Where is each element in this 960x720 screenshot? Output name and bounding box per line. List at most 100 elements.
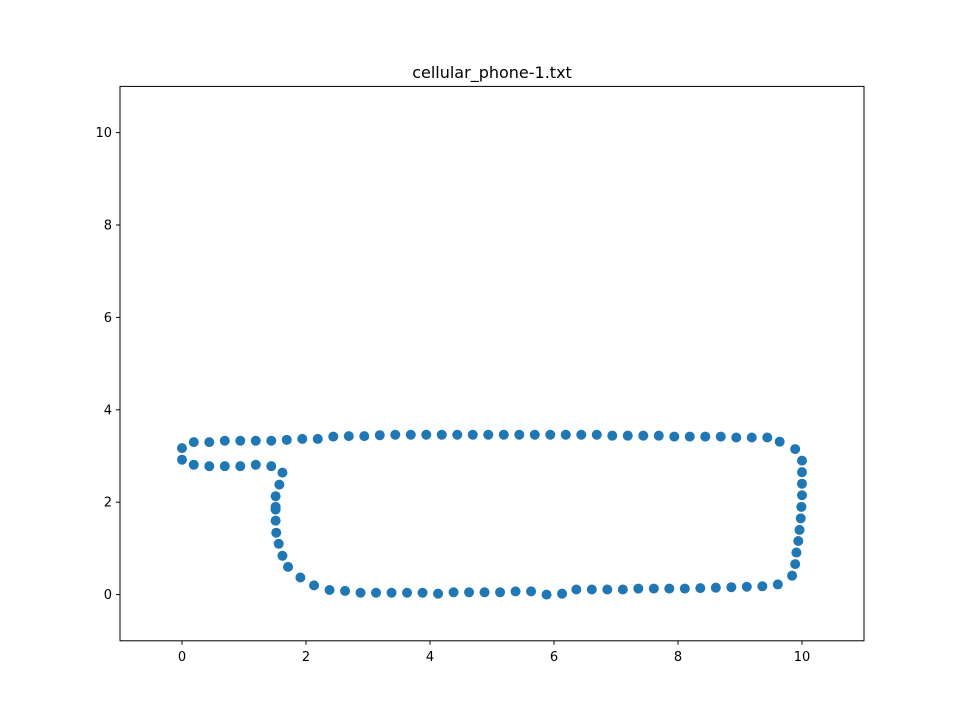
data-point bbox=[664, 583, 675, 594]
data-point bbox=[421, 429, 432, 440]
data-point bbox=[762, 432, 773, 443]
data-point bbox=[283, 561, 294, 572]
data-point bbox=[746, 432, 757, 443]
y-tick-label: 10 bbox=[95, 126, 112, 141]
data-point bbox=[602, 584, 613, 595]
data-point bbox=[433, 588, 444, 599]
data-point bbox=[757, 581, 768, 592]
data-point bbox=[270, 491, 281, 502]
data-point bbox=[695, 583, 706, 594]
data-point bbox=[204, 461, 215, 472]
data-point bbox=[436, 429, 447, 440]
data-point bbox=[270, 515, 281, 526]
data-point bbox=[715, 431, 726, 442]
data-point bbox=[731, 432, 742, 443]
data-point bbox=[726, 582, 737, 593]
data-point bbox=[571, 584, 582, 595]
data-point bbox=[177, 443, 187, 454]
data-point bbox=[653, 430, 664, 441]
data-point bbox=[371, 587, 382, 598]
data-point bbox=[464, 587, 475, 598]
data-point bbox=[374, 430, 385, 441]
data-point bbox=[790, 559, 801, 570]
data-point bbox=[417, 587, 428, 598]
data-point bbox=[390, 429, 401, 440]
y-tick-label: 8 bbox=[104, 219, 112, 234]
data-point bbox=[514, 429, 525, 440]
data-point bbox=[510, 586, 521, 597]
data-point bbox=[607, 430, 618, 441]
data-point bbox=[188, 459, 199, 470]
data-point bbox=[386, 587, 397, 598]
data-point bbox=[648, 583, 659, 594]
data-point bbox=[591, 429, 602, 440]
y-tick-label: 0 bbox=[104, 588, 112, 603]
data-point bbox=[281, 434, 292, 445]
x-tick-label: 8 bbox=[674, 650, 682, 665]
x-tick-label: 10 bbox=[794, 650, 811, 665]
data-point bbox=[545, 429, 556, 440]
data-point bbox=[541, 589, 552, 600]
x-tick-label: 6 bbox=[550, 650, 558, 665]
chart-title: cellular_phone-1.txt bbox=[412, 63, 572, 83]
data-point bbox=[796, 501, 807, 512]
y-tick-label: 6 bbox=[104, 311, 112, 326]
data-point bbox=[797, 467, 807, 478]
data-point bbox=[235, 461, 246, 472]
data-point bbox=[312, 433, 323, 444]
data-point bbox=[633, 583, 644, 594]
data-point bbox=[793, 536, 804, 547]
data-point bbox=[188, 437, 199, 448]
data-point bbox=[495, 587, 506, 598]
data-point bbox=[795, 513, 806, 524]
data-point bbox=[204, 437, 215, 448]
x-tick-label: 2 bbox=[302, 650, 310, 665]
data-point bbox=[277, 467, 288, 478]
data-point bbox=[669, 431, 680, 442]
data-point bbox=[787, 570, 798, 581]
y-axis-ticks: 0 2 4 6 8 10 bbox=[95, 126, 120, 603]
data-point bbox=[638, 430, 649, 441]
data-point bbox=[526, 586, 537, 597]
data-point bbox=[324, 584, 335, 595]
data-point bbox=[467, 429, 478, 440]
x-tick-label: 0 bbox=[178, 650, 186, 665]
data-point bbox=[479, 587, 490, 598]
data-point bbox=[710, 582, 721, 593]
data-point bbox=[219, 435, 230, 446]
data-point bbox=[483, 429, 494, 440]
data-point bbox=[250, 435, 261, 446]
data-point bbox=[359, 431, 370, 442]
data-point bbox=[586, 584, 597, 595]
data-point bbox=[576, 429, 587, 440]
data-point bbox=[340, 585, 351, 596]
data-point bbox=[797, 455, 807, 466]
x-axis-ticks: 0 2 4 6 8 10 bbox=[178, 640, 811, 665]
data-point bbox=[794, 524, 805, 535]
data-point bbox=[790, 444, 801, 455]
plot-frame bbox=[119, 85, 865, 642]
data-point bbox=[266, 461, 277, 472]
data-point bbox=[617, 584, 628, 595]
data-point bbox=[309, 580, 320, 591]
y-tick-label: 4 bbox=[104, 403, 112, 418]
data-point bbox=[560, 429, 571, 440]
data-point bbox=[270, 501, 281, 512]
data-point bbox=[622, 430, 633, 441]
data-point bbox=[343, 431, 354, 442]
data-point bbox=[355, 587, 366, 598]
data-point bbox=[529, 429, 540, 440]
data-point bbox=[772, 579, 783, 590]
data-point bbox=[498, 429, 509, 440]
data-point bbox=[448, 587, 459, 598]
data-point bbox=[277, 550, 288, 561]
data-point bbox=[679, 583, 690, 594]
data-point bbox=[741, 581, 752, 592]
data-point bbox=[297, 433, 308, 444]
x-tick-label: 4 bbox=[426, 650, 434, 665]
data-point bbox=[684, 431, 695, 442]
data-point bbox=[452, 429, 463, 440]
data-point bbox=[557, 588, 568, 599]
data-point bbox=[271, 527, 282, 538]
